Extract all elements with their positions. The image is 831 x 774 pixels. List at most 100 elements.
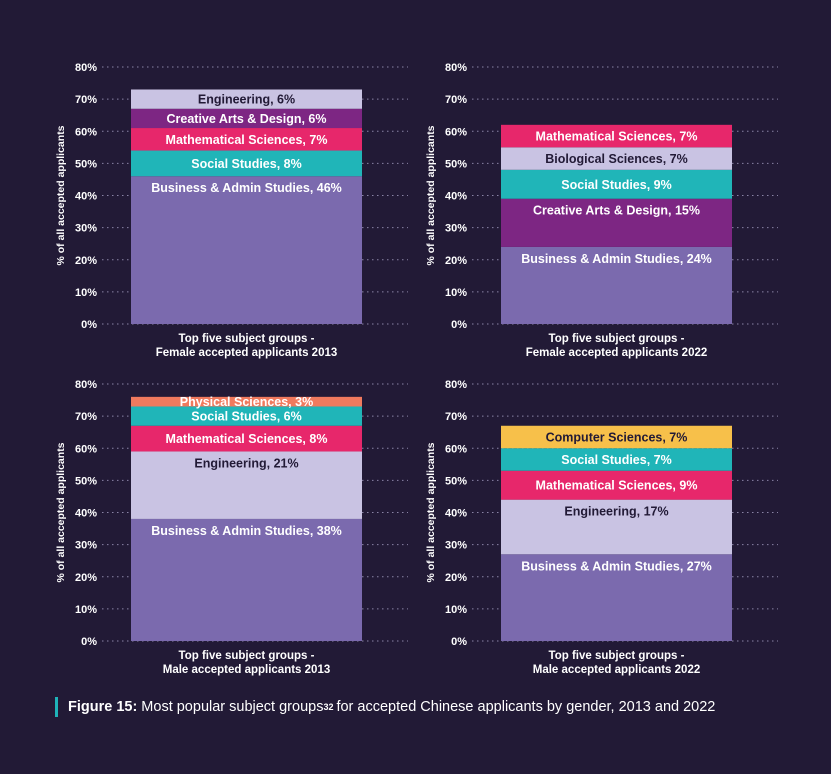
x-axis-label-line2: Male accepted applicants 2013 bbox=[163, 664, 330, 676]
y-tick-label: 20% bbox=[445, 255, 467, 267]
y-tick-label: 20% bbox=[75, 255, 97, 267]
bar-segment bbox=[501, 425, 732, 449]
segment-data-label: Social Studies, 9% bbox=[561, 178, 671, 192]
bar-segment bbox=[501, 448, 732, 471]
bar-segment bbox=[131, 425, 362, 452]
x-axis-label-line1: Top five subject groups - bbox=[549, 333, 685, 345]
bar-segment bbox=[131, 89, 362, 109]
y-tick-label: 40% bbox=[445, 508, 467, 520]
y-tick-label: 80% bbox=[75, 379, 97, 391]
y-tick-label: 10% bbox=[75, 287, 97, 299]
segment-data-label: Creative Arts & Design, 15% bbox=[533, 204, 700, 218]
segment-data-label: Physical Sciences, 3% bbox=[180, 395, 313, 409]
y-tick-label: 30% bbox=[445, 540, 467, 552]
chart-svg: 0% 10% 20% 30% 40% 50% 60% 70% 80% % of all accep… bbox=[55, 62, 408, 359]
bar-segment bbox=[131, 128, 362, 151]
x-axis-label-line1: Top five subject groups - bbox=[179, 333, 315, 345]
segment-data-label: Biological Sciences, 7% bbox=[545, 152, 687, 166]
bar-segment bbox=[501, 169, 732, 199]
bar-segment bbox=[131, 451, 362, 519]
y-tick-label: 70% bbox=[75, 411, 97, 423]
y-axis-label: % of all accepted applicants bbox=[425, 125, 437, 265]
chart-male-2013: 0% 10% 20% 30% 40% 50% 60% 70% 80% % of all accep… bbox=[0, 372, 415, 682]
y-tick-label: 80% bbox=[445, 62, 467, 74]
bar-segment bbox=[501, 147, 732, 170]
segment-data-label: Social Studies, 8% bbox=[191, 157, 301, 171]
x-axis-label-line2: Female accepted applicants 2013 bbox=[156, 347, 338, 359]
caption-accent-bar bbox=[55, 697, 58, 717]
y-axis-label: % of all accepted applicants bbox=[55, 442, 67, 582]
bar-segment bbox=[131, 518, 362, 641]
caption-footnote-ref: 32 bbox=[323, 702, 334, 712]
y-tick-label: 20% bbox=[75, 572, 97, 584]
y-tick-label: 80% bbox=[75, 62, 97, 74]
bar-segment bbox=[131, 176, 362, 324]
segment-data-label: Social Studies, 6% bbox=[191, 410, 301, 424]
bar-segment bbox=[501, 499, 732, 555]
y-axis-label: % of all accepted applicants bbox=[425, 442, 437, 582]
segment-data-label: Business & Admin Studies, 27% bbox=[521, 559, 712, 573]
y-tick-label: 20% bbox=[445, 572, 467, 584]
chart-svg: 0% 10% 20% 30% 40% 50% 60% 70% 80% % of all accep… bbox=[425, 379, 778, 676]
y-tick-label: 50% bbox=[75, 158, 97, 170]
x-axis-label-line1: Top five subject groups - bbox=[549, 650, 685, 662]
segment-data-label: Engineering, 21% bbox=[194, 456, 298, 470]
segment-data-label: Engineering, 17% bbox=[564, 505, 668, 519]
y-tick-label: 0% bbox=[451, 319, 467, 331]
y-tick-label: 60% bbox=[75, 126, 97, 138]
caption-figure-label: Figure 15: bbox=[68, 699, 138, 715]
bar-segment bbox=[501, 246, 732, 324]
segment-data-label: Social Studies, 7% bbox=[561, 453, 671, 467]
segment-data-label: Business & Admin Studies, 24% bbox=[521, 252, 712, 266]
segment-data-label: Mathematical Sciences, 7% bbox=[166, 133, 328, 147]
bar-segment bbox=[501, 470, 732, 500]
chart-female-2022: 0% 10% 20% 30% 40% 50% 60% 70% 80% % of all accep… bbox=[370, 55, 785, 365]
y-tick-label: 60% bbox=[445, 126, 467, 138]
segment-data-label: Engineering, 6% bbox=[198, 93, 295, 107]
x-axis-label-line2: Male accepted applicants 2022 bbox=[533, 664, 700, 676]
y-tick-label: 30% bbox=[75, 540, 97, 552]
y-tick-label: 30% bbox=[75, 223, 97, 235]
chart-svg: 0% 10% 20% 30% 40% 50% 60% 70% 80% % of all accep… bbox=[425, 62, 778, 359]
y-tick-label: 60% bbox=[445, 443, 467, 455]
caption-text-after: for accepted Chinese applicants by gende… bbox=[336, 699, 716, 715]
y-tick-label: 0% bbox=[81, 319, 97, 331]
y-tick-label: 0% bbox=[451, 636, 467, 648]
bar-segment bbox=[501, 198, 732, 247]
segment-data-label: Computer Sciences, 7% bbox=[546, 431, 688, 445]
segment-data-label: Business & Admin Studies, 38% bbox=[151, 524, 342, 538]
y-tick-label: 80% bbox=[445, 379, 467, 391]
y-tick-label: 60% bbox=[75, 443, 97, 455]
bar-segment bbox=[131, 108, 362, 129]
chart-male-2022: 0% 10% 20% 30% 40% 50% 60% 70% 80% % of all accep… bbox=[370, 372, 785, 682]
x-axis-label-line1: Top five subject groups - bbox=[179, 650, 315, 662]
y-tick-label: 10% bbox=[445, 287, 467, 299]
y-tick-label: 40% bbox=[75, 191, 97, 203]
y-tick-label: 0% bbox=[81, 636, 97, 648]
x-axis-label-line2: Female accepted applicants 2022 bbox=[526, 347, 708, 359]
y-axis-label: % of all accepted applicants bbox=[55, 125, 67, 265]
y-tick-label: 10% bbox=[75, 604, 97, 616]
y-tick-label: 50% bbox=[75, 475, 97, 487]
y-tick-label: 40% bbox=[75, 508, 97, 520]
y-tick-label: 40% bbox=[445, 191, 467, 203]
segment-data-label: Mathematical Sciences, 9% bbox=[536, 479, 698, 493]
chart-svg: 0% 10% 20% 30% 40% 50% 60% 70% 80% % of all accep… bbox=[55, 379, 408, 676]
y-tick-label: 70% bbox=[445, 94, 467, 106]
segment-data-label: Mathematical Sciences, 8% bbox=[166, 432, 328, 446]
segment-data-label: Business & Admin Studies, 46% bbox=[151, 181, 342, 195]
bar-segment bbox=[131, 150, 362, 177]
segment-data-label: Mathematical Sciences, 7% bbox=[536, 130, 698, 144]
caption-text-before: Most popular subject groups bbox=[141, 699, 324, 715]
y-tick-label: 10% bbox=[445, 604, 467, 616]
y-tick-label: 50% bbox=[445, 475, 467, 487]
chart-female-2013: 0% 10% 20% 30% 40% 50% 60% 70% 80% % of all accep… bbox=[0, 55, 415, 365]
figure-caption: Figure 15: Most popular subject groups 3… bbox=[55, 695, 715, 719]
segment-data-label: Creative Arts & Design, 6% bbox=[166, 112, 326, 126]
bar-segment bbox=[501, 124, 732, 148]
y-tick-label: 70% bbox=[445, 411, 467, 423]
bar-segment bbox=[131, 396, 362, 407]
y-tick-label: 50% bbox=[445, 158, 467, 170]
bar-segment bbox=[131, 406, 362, 426]
y-tick-label: 30% bbox=[445, 223, 467, 235]
